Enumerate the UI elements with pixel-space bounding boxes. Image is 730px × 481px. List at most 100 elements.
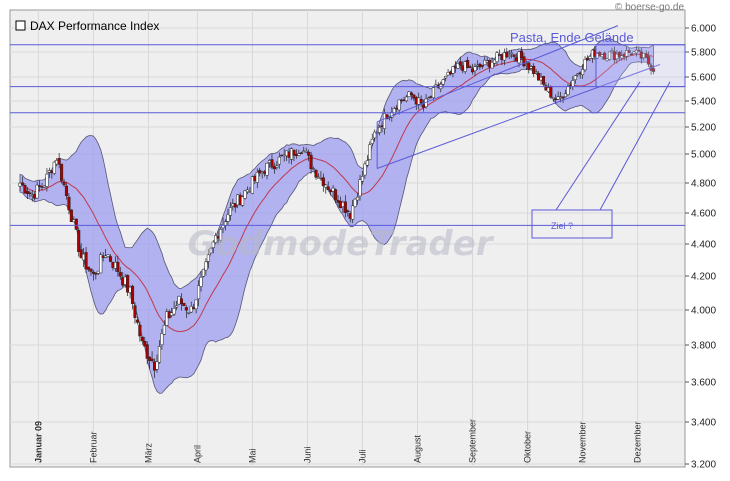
candle-body	[566, 86, 570, 96]
candle-body	[221, 224, 225, 229]
candle-body	[510, 52, 514, 55]
candle-body	[576, 73, 580, 76]
y-tick-label: 4.600	[691, 209, 716, 220]
candle-body	[527, 62, 531, 70]
trend-channel-lower	[376, 64, 661, 169]
y-tick-label: 4.800	[691, 179, 716, 190]
candle-body	[537, 73, 541, 81]
consolidation-box	[595, 44, 686, 88]
candle-body	[444, 76, 448, 79]
candle-body	[245, 189, 250, 193]
candle-body	[351, 205, 355, 220]
candle-body	[143, 340, 147, 347]
candle-body	[175, 305, 179, 308]
legend-square-icon	[15, 20, 26, 31]
candle-body	[60, 163, 64, 181]
candle-body	[519, 50, 524, 59]
y-tick-label: 5.600	[691, 73, 716, 84]
candle-body	[243, 190, 247, 199]
candle-body	[334, 189, 338, 201]
y-tick-label: 5.400	[691, 97, 716, 108]
y-tick-label: 5.200	[691, 123, 716, 134]
candle-body	[534, 71, 538, 74]
candle-body	[419, 99, 423, 104]
annotation-pasta: Pasta, Ende Gelände	[510, 30, 634, 45]
x-tick-label: September	[468, 419, 478, 463]
x-tick-label: Januar 09	[33, 421, 43, 463]
candle-body	[397, 99, 401, 111]
candle-body	[610, 50, 614, 52]
candle-body	[382, 113, 387, 129]
candle-body	[138, 324, 142, 337]
candle-body	[241, 196, 245, 206]
candle-body	[99, 254, 103, 274]
candle-body	[179, 298, 183, 305]
candle-body	[184, 307, 188, 311]
candle-body	[126, 274, 130, 293]
candle-body	[201, 269, 206, 277]
candle-body	[270, 159, 274, 168]
candle-body	[79, 249, 83, 258]
candle-body	[20, 182, 24, 185]
candle-body	[204, 261, 208, 271]
candle-body	[358, 179, 362, 197]
candle-body	[145, 344, 149, 359]
candle-body	[133, 305, 137, 318]
x-tick-label: Februar	[88, 431, 98, 463]
candle-body	[373, 131, 377, 139]
candle-body	[135, 319, 139, 323]
candle-body	[346, 210, 350, 212]
chart-title: DAX Performance Index	[30, 19, 159, 33]
candle-body	[299, 152, 303, 154]
candle-body	[617, 52, 621, 58]
candle-body	[620, 55, 624, 59]
candle-body	[292, 149, 296, 156]
candle-body	[625, 50, 629, 57]
y-tick-label: 3.600	[691, 378, 716, 389]
candle-body	[116, 261, 120, 272]
candle-body	[627, 50, 631, 53]
candle-body	[392, 108, 396, 115]
candle-body	[409, 92, 413, 95]
candle-body	[365, 160, 369, 166]
candle-body	[155, 361, 159, 370]
target-line-a	[555, 81, 641, 211]
candle-body	[360, 176, 365, 182]
candle-body	[644, 53, 648, 58]
candle-body	[343, 201, 347, 213]
candle-body	[211, 241, 215, 248]
target-box	[531, 209, 613, 239]
candle-body	[532, 65, 536, 75]
y-tick-label: 4.400	[691, 240, 716, 251]
candle-body	[197, 285, 201, 300]
candle-body	[182, 302, 186, 307]
candle-body	[219, 229, 223, 241]
x-axis: Januar 09 Februar März April Mai Juni Juli Augu…	[33, 419, 642, 463]
credit-label: © boerse-go.de	[615, 2, 685, 13]
candle-body	[549, 85, 553, 98]
candle-body	[194, 299, 198, 310]
candle-body	[209, 248, 213, 254]
target-line-b	[599, 81, 671, 211]
candle-body	[108, 256, 113, 262]
candle-body	[505, 52, 509, 58]
candle-body	[64, 185, 69, 197]
candle-body	[512, 54, 516, 57]
candle-body	[67, 196, 71, 211]
candle-body	[324, 184, 328, 188]
candle-body	[603, 52, 607, 60]
y-tick-label: 3.200	[691, 460, 716, 471]
y-tick-label: 4.200	[691, 272, 716, 283]
y-tick-label: 6.000	[691, 24, 716, 35]
candle-body	[378, 127, 382, 133]
y-tick-label: 5.800	[691, 48, 716, 59]
candle-body	[426, 97, 431, 100]
candle-body	[272, 166, 276, 170]
candle-body	[23, 184, 27, 194]
candle-body	[277, 156, 281, 165]
candle-body	[581, 69, 585, 75]
candle-body	[84, 252, 88, 270]
x-tick-label: Oktober	[523, 431, 533, 463]
candle-body	[412, 94, 416, 99]
